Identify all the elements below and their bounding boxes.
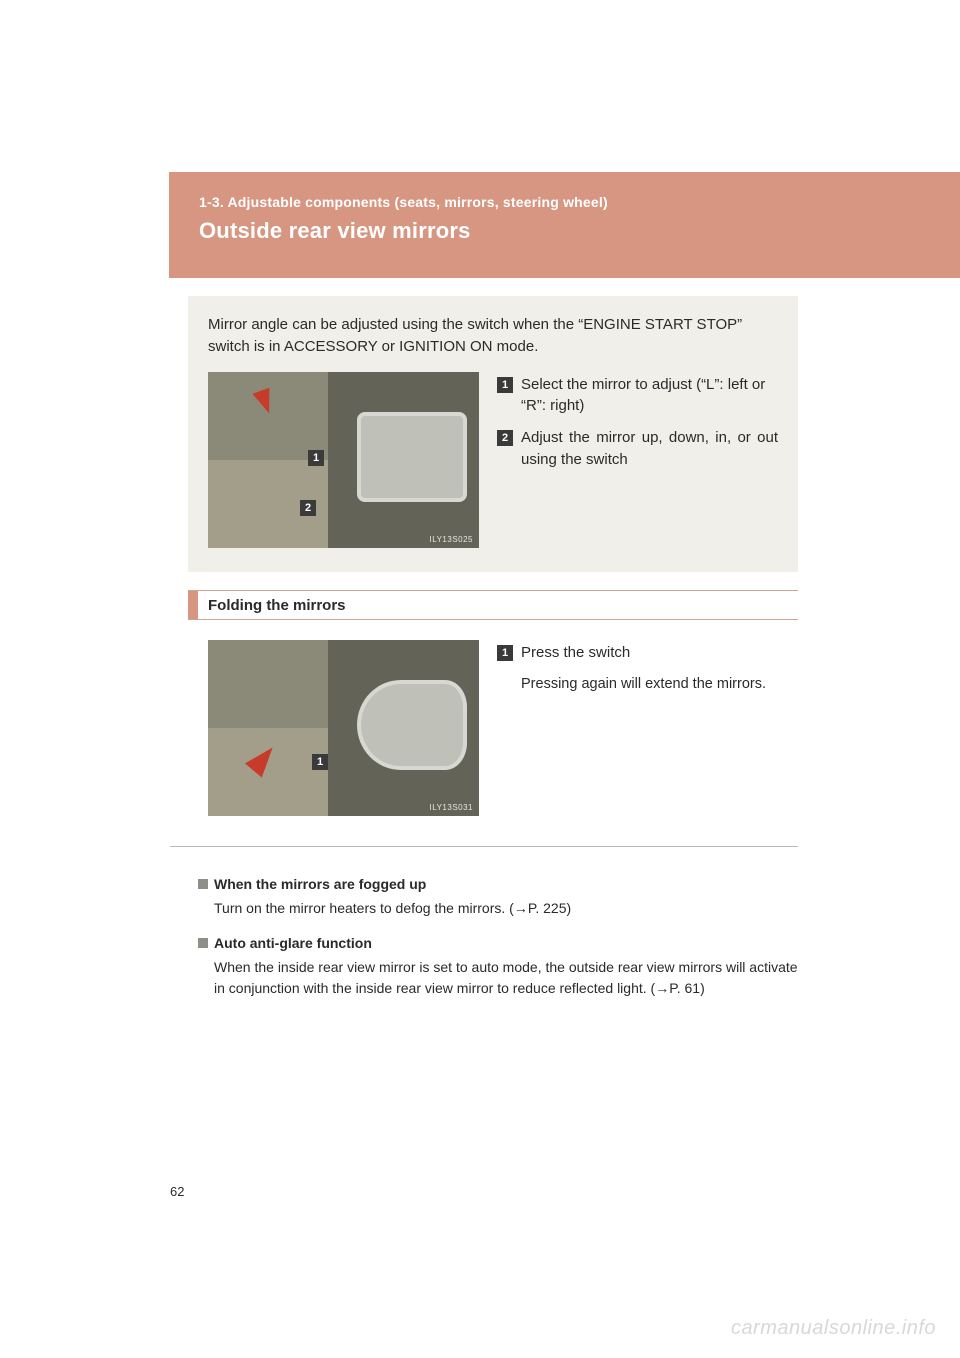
intro-panel: Mirror angle can be adjusted using the s…	[188, 296, 798, 572]
figure-image-code: ILY13S031	[430, 803, 474, 812]
step-number-icon: 2	[497, 430, 513, 446]
intro-row: 1 2 ILY13S025 1 Select the mirror to adj…	[208, 372, 778, 548]
folding-text: 1 Press the switch Pressing again will e…	[497, 640, 798, 816]
step-text: Select the mirror to adjust (“L”: left o…	[521, 374, 778, 418]
intro-lead-text: Mirror angle can be adjusted using the s…	[208, 314, 778, 358]
page-title: Outside rear view mirrors	[199, 218, 930, 244]
intro-step-1: 1 Select the mirror to adjust (“L”: left…	[497, 374, 778, 418]
intro-steps: 1 Select the mirror to adjust (“L”: left…	[497, 372, 778, 548]
folding-panel: 1 ILY13S031 1 Press the switch Pressing …	[208, 640, 798, 816]
step-number-icon: 1	[497, 377, 513, 393]
figure-folded-mirror	[357, 680, 467, 770]
figure-image-code: ILY13S025	[430, 535, 474, 544]
note-body: Turn on the mirror heaters to defog the …	[214, 898, 798, 919]
subheading-label: Folding the mirrors	[208, 592, 346, 619]
step-text: Press the switch	[521, 642, 798, 664]
folding-step-1: 1 Press the switch	[497, 642, 798, 664]
step-text: Adjust the mirror up, down, in, or out u…	[521, 427, 778, 471]
square-bullet-icon	[198, 938, 208, 948]
figure-mirror-glass	[357, 412, 467, 502]
note-title: Auto anti-glare function	[214, 935, 372, 951]
section-breadcrumb: 1-3. Adjustable components (seats, mirro…	[199, 194, 930, 210]
subheading-wrap: Folding the mirrors	[188, 590, 798, 620]
figure-marker-2: 2	[300, 500, 316, 516]
note-body: When the inside rear view mirror is set …	[214, 957, 798, 999]
note-title: When the mirrors are fogged up	[214, 876, 426, 892]
notes-section: When the mirrors are fogged up Turn on t…	[198, 876, 798, 1015]
section-header: 1-3. Adjustable components (seats, mirro…	[169, 172, 960, 278]
square-bullet-icon	[198, 879, 208, 889]
mirror-fold-figure: 1 ILY13S031	[208, 640, 479, 816]
figure-panel-top	[208, 640, 328, 728]
step-number-icon: 1	[497, 645, 513, 661]
manual-page: 1-3. Adjustable components (seats, mirro…	[0, 0, 960, 1358]
figure-panel-bottom	[208, 728, 328, 816]
intro-step-2: 2 Adjust the mirror up, down, in, or out…	[497, 427, 778, 471]
page-number: 62	[170, 1184, 184, 1199]
note-heading-antiglare: Auto anti-glare function	[198, 935, 798, 951]
watermark-text: carmanualsonline.info	[731, 1317, 936, 1340]
figure-marker-1: 1	[308, 450, 324, 466]
divider-rule	[170, 846, 798, 847]
figure-panel-top	[208, 372, 328, 460]
subheading: Folding the mirrors	[188, 590, 798, 620]
note-heading-fogged: When the mirrors are fogged up	[198, 876, 798, 892]
folding-detail-text: Pressing again will extend the mirrors.	[521, 674, 798, 695]
subheading-accent-bar	[188, 591, 198, 619]
figure-marker-1: 1	[312, 754, 328, 770]
mirror-adjust-figure: 1 2 ILY13S025	[208, 372, 479, 548]
